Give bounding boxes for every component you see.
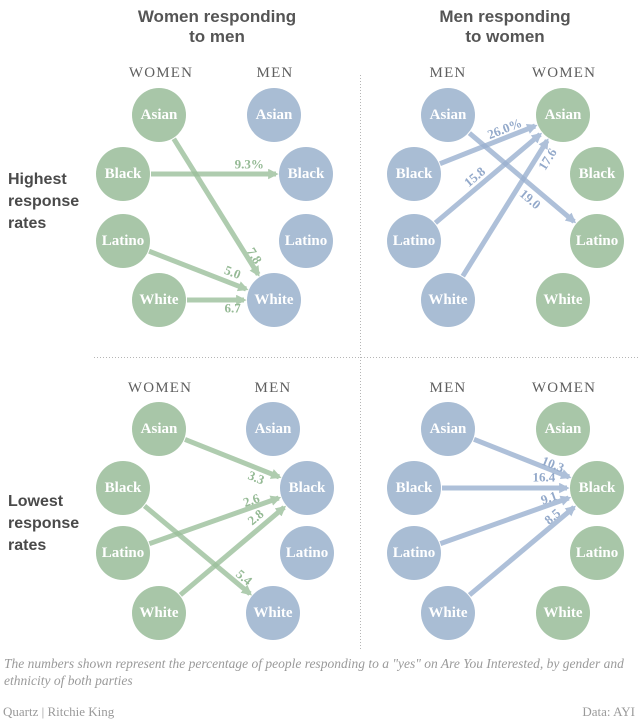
column-header-women: WOMEN [531,65,597,81]
ethnicity-circle-women-black: Black [96,461,150,515]
flow-arrow-white-to-black [467,505,577,597]
flow-value-label: 9.1 [539,488,559,508]
flow-arrow-asian-to-black [473,436,572,480]
ethnicity-circle-men-black: Black [279,147,333,201]
ethnicity-circle-men-black: Black [387,147,441,201]
row-label-line: response [8,193,80,210]
flow-arrow-latino-to-black [148,495,282,547]
credit-data: Data: AYI [582,704,635,719]
column-header-men: MEN [429,65,467,81]
flow-arrow-black-to-white [142,503,253,596]
chart-title-men-to-women: Men responding to women [439,7,570,47]
column-header-men: MEN [254,380,292,396]
row-label-highest: Highest response rates [8,169,79,235]
ethnicity-circle-men-white: White [247,273,301,327]
ethnicity-circle-women-latino: Latino [570,526,624,580]
ethnicity-circle-men-asian: Asian [421,402,475,456]
ethnicity-circle-men-black: Black [387,461,441,515]
flow-value-label: 9.3% [235,157,264,172]
ethnicity-circle-men-asian: Asian [247,88,301,142]
flow-arrow-black-to-asian [439,123,538,167]
ethnicity-circle-men-latino: Latino [279,214,333,268]
flow-arrow-white-to-black [178,505,287,597]
horizontal-divider [94,357,640,358]
ethnicity-circle-women-white: White [132,586,186,640]
row-label-line: Highest [8,171,67,188]
flow-value-label: 15.8 [461,163,488,189]
ethnicity-circle-women-black: Black [96,147,150,201]
title-line: to men [189,27,245,46]
ethnicity-circle-women-asian: Asian [536,402,590,456]
flow-value-label: 5.0 [222,262,243,282]
ethnicity-circle-women-white: White [536,586,590,640]
flow-value-label: 2.6 [241,490,262,510]
column-header-women: WOMEN [128,65,194,81]
flow-arrow-latino-to-white [148,248,249,292]
flow-value-label: 6.7 [224,301,241,316]
ethnicity-circle-men-black: Black [280,461,334,515]
row-label-line: rates [8,215,47,232]
column-header-men: MEN [429,380,467,396]
ethnicity-circle-women-black: Black [570,461,624,515]
row-label-line: Lowest [8,493,64,510]
ethnicity-circle-women-white: White [536,273,590,327]
flow-arrow-asian-to-black [184,437,282,480]
vertical-divider [360,75,361,650]
column-header-women: WOMEN [127,380,193,396]
column-header-men: MEN [256,65,294,81]
credit-source: Quartz | Ritchie King [3,704,115,719]
chart-title-women-to-men: Women responding to men [138,7,296,47]
flow-value-label: 7.8 [244,245,266,267]
row-label-line: rates [8,537,47,554]
column-header-women: WOMEN [531,380,597,396]
title-line: to women [465,27,545,46]
ethnicity-circle-men-latino: Latino [387,526,441,580]
ethnicity-circle-women-latino: Latino [570,214,624,268]
ethnicity-circle-women-asian: Asian [536,88,590,142]
ethnicity-circle-women-black: Black [570,147,624,201]
ethnicity-circle-women-asian: Asian [132,402,186,456]
flow-value-label: 3.3 [246,468,267,488]
ethnicity-circle-men-asian: Asian [246,402,300,456]
ethnicity-circle-women-latino: Latino [96,526,150,580]
ethnicity-circle-men-latino: Latino [387,214,441,268]
flow-value-label: 16.4 [533,470,556,485]
ethnicity-circle-women-white: White [132,273,186,327]
flow-arrow-latino-to-asian [433,132,543,225]
ethnicity-circle-women-latino: Latino [96,214,150,268]
ethnicity-circle-men-white: White [246,586,300,640]
flow-arrow-asian-to-white [171,137,261,277]
ethnicity-circle-men-asian: Asian [421,88,475,142]
title-line: Men responding [439,7,571,26]
flow-arrow-white-to-asian [460,138,550,278]
row-label-lowest: Lowest response rates [8,491,79,557]
ethnicity-circle-men-white: White [421,586,475,640]
ethnicity-circle-men-latino: Latino [280,526,334,580]
ethnicity-circle-women-asian: Asian [132,88,186,142]
flow-value-label: 17.6 [535,145,560,173]
ethnicity-circle-men-white: White [421,273,475,327]
footnote: The numbers shown represent the percenta… [4,656,624,688]
flow-arrow-latino-to-black [439,495,572,546]
row-label-line: response [8,515,80,532]
title-line: Women responding [137,7,297,26]
